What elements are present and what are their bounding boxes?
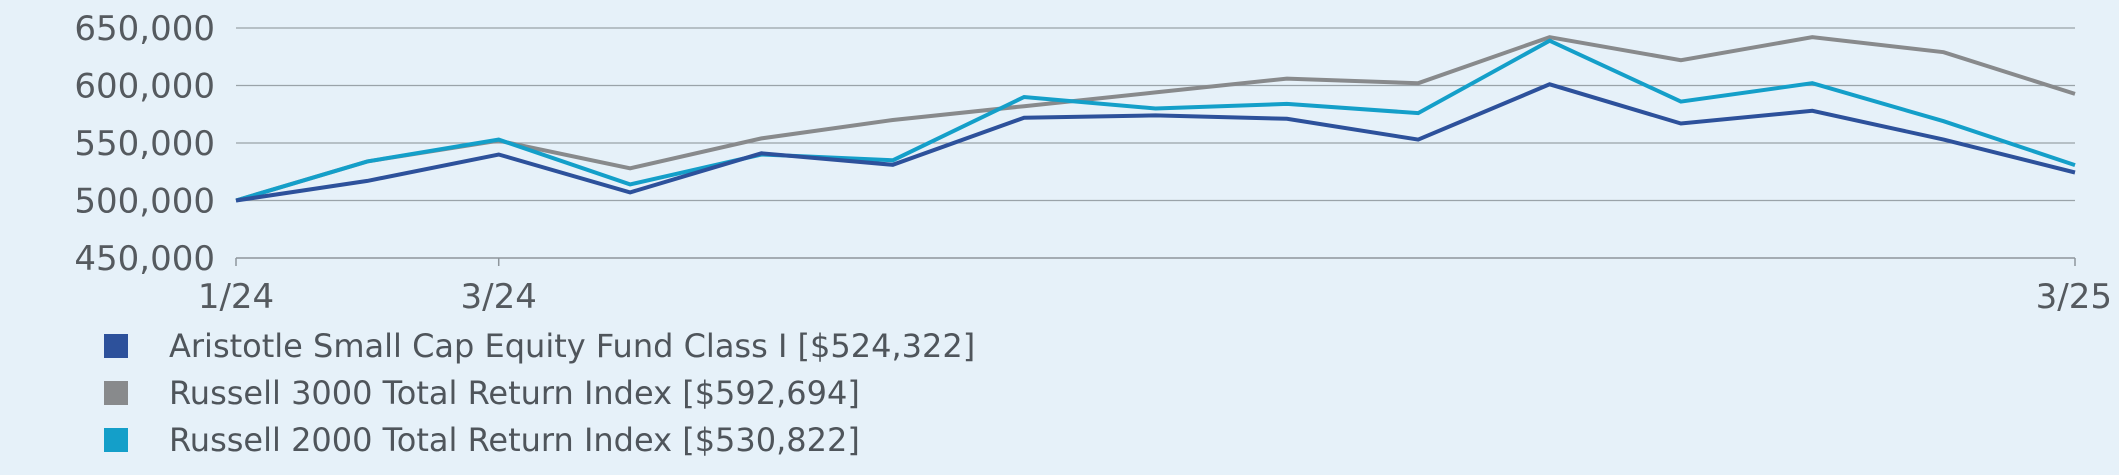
legend-swatch xyxy=(104,380,128,405)
legend-item-russell-3000: Russell 3000 Total Return Index [$592,69… xyxy=(104,369,975,416)
y-tick-label: 500,000 xyxy=(74,182,215,222)
legend-label: Russell 2000 Total Return Index [$530,82… xyxy=(169,420,860,459)
legend-label: Aristotle Small Cap Equity Fund Class I … xyxy=(169,326,976,365)
x-tick-label: 3/24 xyxy=(461,277,537,317)
legend-swatch xyxy=(104,333,128,358)
legend: Aristotle Small Cap Equity Fund Class I … xyxy=(104,322,975,463)
legend-swatch xyxy=(104,427,128,452)
legend-item-fund: Aristotle Small Cap Equity Fund Class I … xyxy=(104,322,975,369)
y-axis-tick-labels: 450,000 500,000 550,000 600,000 650,000 xyxy=(74,9,215,279)
gridlines xyxy=(236,27,2075,259)
x-tick-label: 3/25 xyxy=(2036,277,2112,317)
legend-item-russell-2000: Russell 2000 Total Return Index [$530,82… xyxy=(104,416,975,463)
y-tick-label: 450,000 xyxy=(74,239,215,279)
x-tick-label: 1/24 xyxy=(198,277,274,317)
series-line xyxy=(235,82,2076,203)
y-tick-label: 550,000 xyxy=(74,124,215,164)
y-tick-label: 650,000 xyxy=(74,9,215,49)
x-axis-tick-labels: 1/24 3/24 3/25 xyxy=(198,258,2112,317)
series-line xyxy=(235,35,2076,203)
line-chart: 450,000 500,000 550,000 600,000 650,000 1/24… xyxy=(74,9,2112,317)
legend-label: Russell 3000 Total Return Index [$592,69… xyxy=(169,373,860,412)
series-lines xyxy=(235,35,2076,203)
series-line xyxy=(235,38,2076,203)
y-tick-label: 600,000 xyxy=(74,67,215,107)
